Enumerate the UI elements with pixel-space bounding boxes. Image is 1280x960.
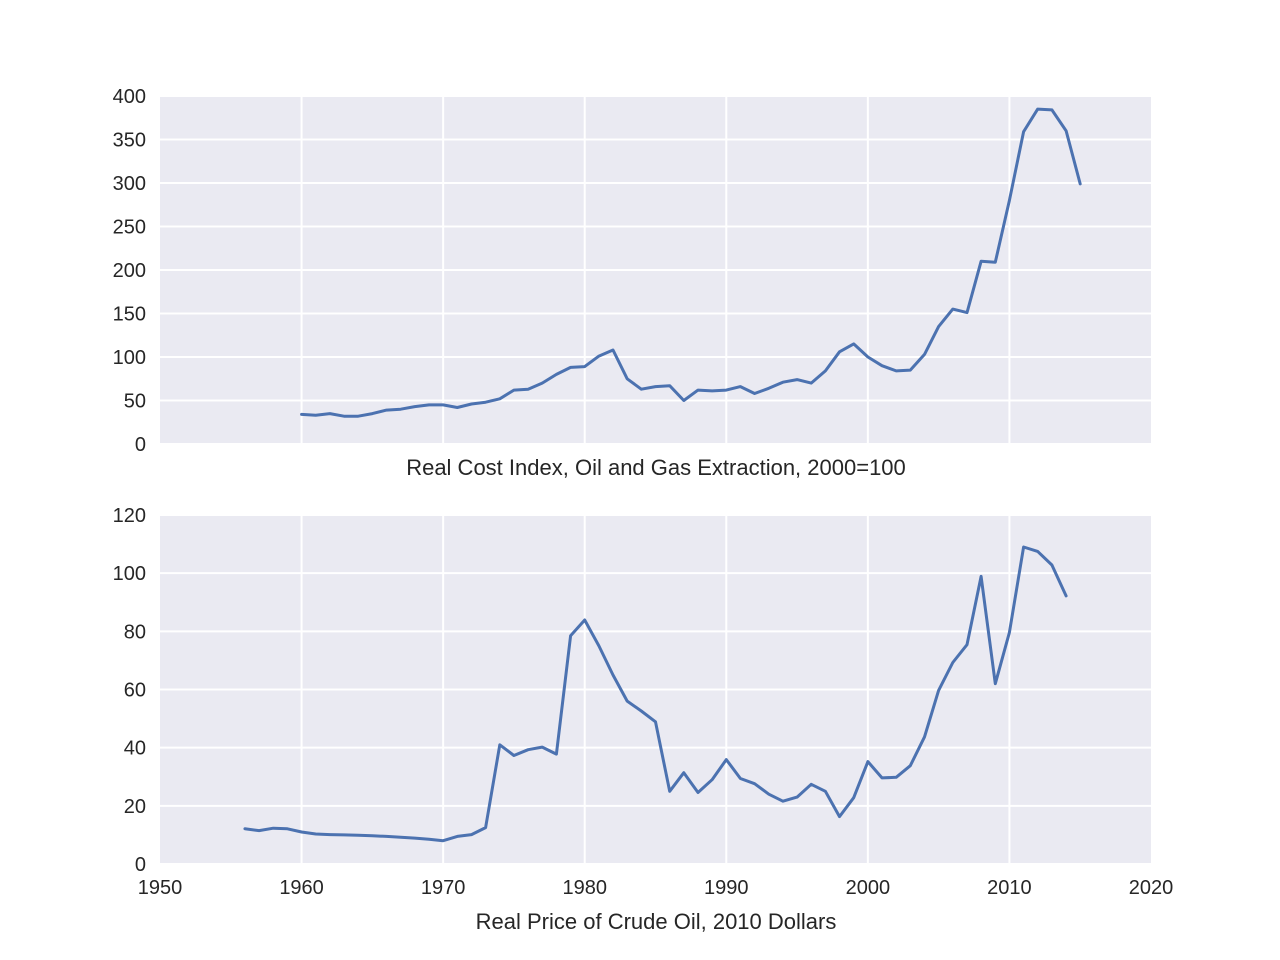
y-tick-labels: 0 50 100 150 200 250 300 350 400 [113,86,146,456]
y-tick-label: 250 [113,217,146,239]
y-tick-label: 300 [113,173,146,195]
y-tick-label: 20 [124,796,146,818]
y-tick-label: 350 [113,130,146,152]
y-tick-label: 200 [113,260,146,282]
series-line [300,107,1082,418]
x-tick-label: 2000 [846,877,891,899]
x-axis-title: Real Cost Index, Oil and Gas Extraction,… [406,455,906,480]
series-group [243,545,1068,843]
x-tick-label: 1960 [279,877,324,899]
y-tick-label: 40 [124,738,146,760]
gridlines [160,514,1151,865]
y-tick-label: 100 [113,347,146,369]
y-tick-label: 60 [124,680,146,702]
x-tick-labels: 1950 1960 1970 1980 1990 2000 2010 2020 [138,877,1174,899]
series-group [300,107,1082,418]
y-tick-labels: 0 20 40 60 80 100 120 [113,505,146,876]
crude-oil-price-panel: 0 20 40 60 80 100 120 1950 1960 1970 1980 1990 2000… [113,505,1174,934]
y-tick-label: 0 [135,854,146,876]
y-tick-label: 150 [113,304,146,326]
y-tick-label: 120 [113,505,146,527]
series-line [243,545,1068,843]
cost-index-panel: 0 50 100 150 200 250 300 350 400 Real Cost Index… [113,86,1151,480]
y-tick-label: 400 [113,86,146,108]
x-tick-label: 2020 [1129,877,1174,899]
x-tick-label: 1980 [562,877,607,899]
x-axis-title: Real Price of Crude Oil, 2010 Dollars [476,909,837,934]
y-tick-label: 80 [124,621,146,643]
x-tick-label: 1970 [421,877,466,899]
x-tick-label: 2010 [987,877,1032,899]
x-tick-label: 1950 [138,877,183,899]
y-tick-label: 0 [135,434,146,456]
x-tick-label: 1990 [704,877,749,899]
y-tick-label: 50 [124,391,146,413]
gridlines [160,95,1151,445]
y-tick-label: 100 [113,563,146,585]
